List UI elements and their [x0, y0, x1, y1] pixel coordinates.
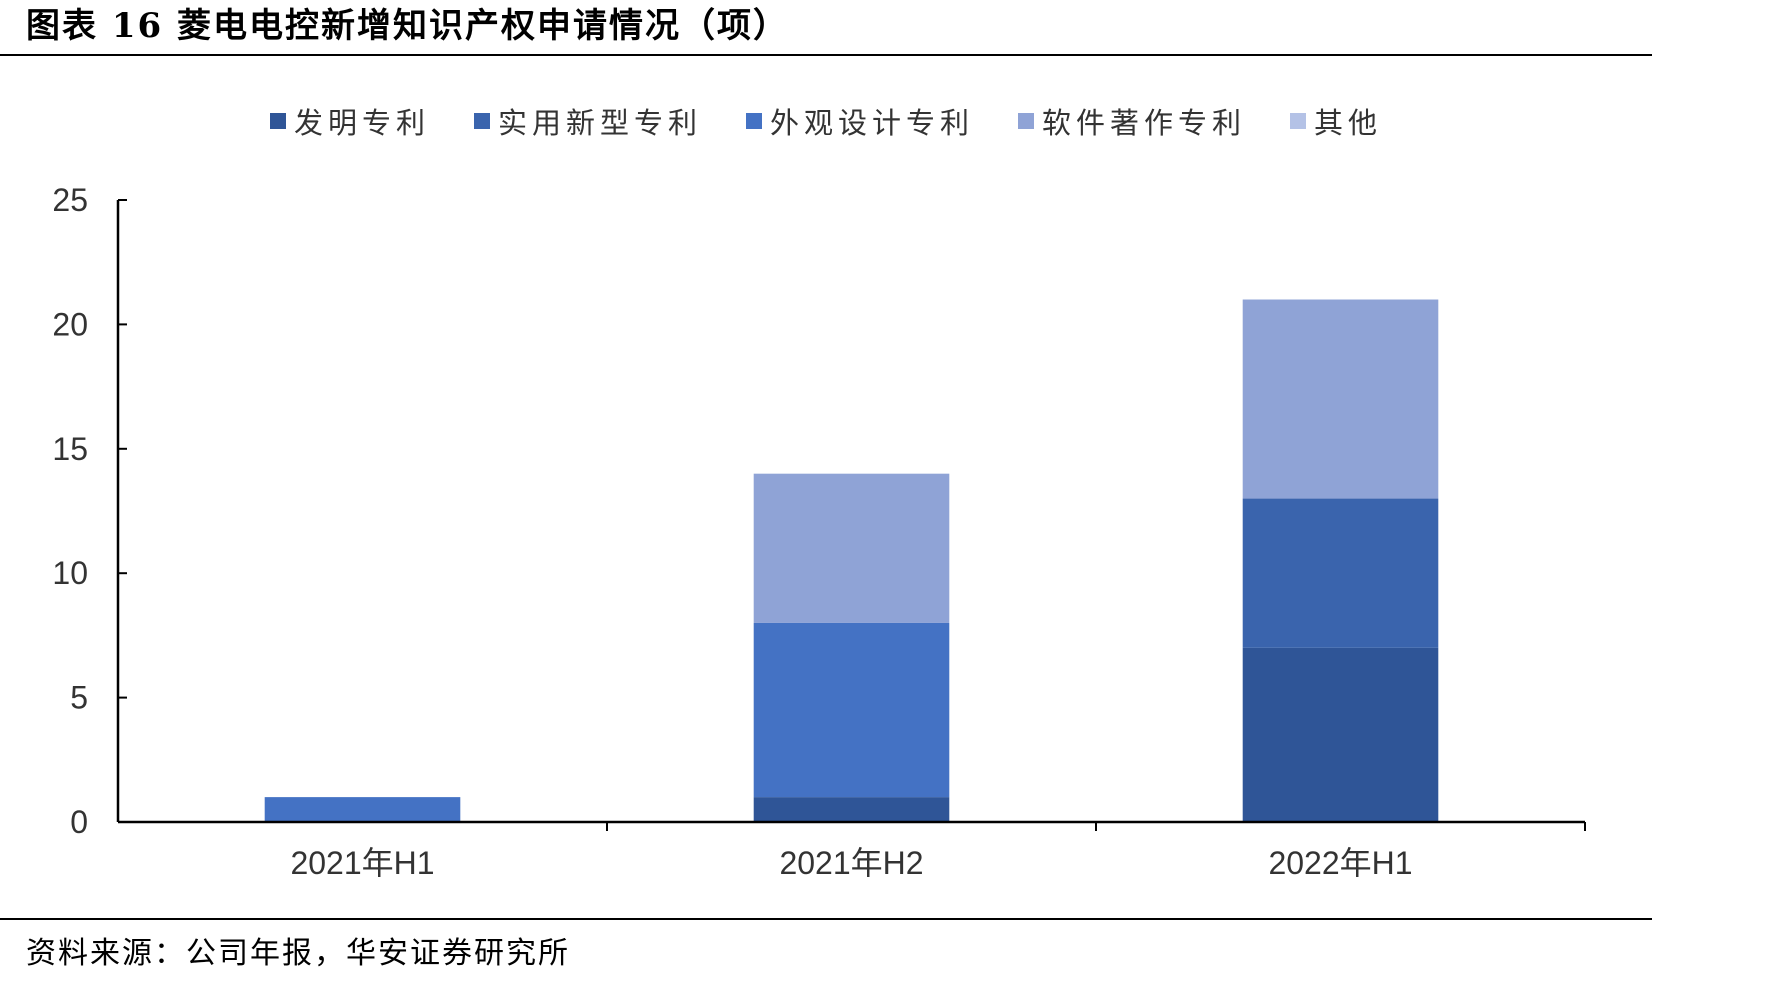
- legend-label: 软件著作专利: [1042, 106, 1247, 140]
- bar-segment: [1242, 299, 1439, 499]
- x-tick-label: 2021年H1: [290, 845, 434, 881]
- legend-swatch: [473, 113, 490, 129]
- legend-swatch: [269, 113, 286, 129]
- legend-swatch: [745, 113, 762, 129]
- bar-segment: [1242, 498, 1439, 648]
- title-rule: [0, 54, 1652, 56]
- y-tick-label: 0: [70, 804, 88, 840]
- figure-title: 图表 16 菱电电控新增知识产权申请情况（项）: [26, 6, 789, 46]
- source-rule: [0, 918, 1652, 920]
- y-tick-label: 20: [52, 306, 88, 342]
- legend-label: 实用新型专利: [497, 106, 702, 140]
- y-tick-label: 5: [70, 680, 88, 716]
- legend-item: 外观设计专利: [745, 100, 974, 142]
- chart-legend: 发明专利 实用新型专利 外观设计专利 软件著作专利 其他: [0, 96, 1652, 146]
- x-tick-label: 2021年H2: [779, 845, 923, 881]
- legend-item: 发明专利: [269, 100, 430, 142]
- y-tick-label: 25: [52, 182, 88, 218]
- legend-swatch: [1290, 113, 1307, 129]
- legend-label: 其他: [1314, 106, 1383, 140]
- y-tick-label: 15: [52, 431, 88, 467]
- legend-item: 软件著作专利: [1018, 100, 1246, 142]
- bar-segment: [1242, 647, 1439, 822]
- bar-segment: [753, 797, 950, 822]
- legend-swatch: [1018, 113, 1034, 129]
- y-tick-label: 10: [52, 555, 88, 591]
- bar-segment: [753, 473, 950, 623]
- x-tick-label: 2022年H1: [1268, 845, 1412, 881]
- legend-item: 其他: [1290, 100, 1382, 142]
- bar-segment: [753, 622, 950, 798]
- legend-label: 外观设计专利: [769, 106, 974, 140]
- legend-label: 发明专利: [293, 106, 430, 140]
- bar-segment: [264, 797, 461, 822]
- source-note: 资料来源：公司年报，华安证券研究所: [26, 936, 570, 971]
- legend-item: 实用新型专利: [473, 100, 702, 142]
